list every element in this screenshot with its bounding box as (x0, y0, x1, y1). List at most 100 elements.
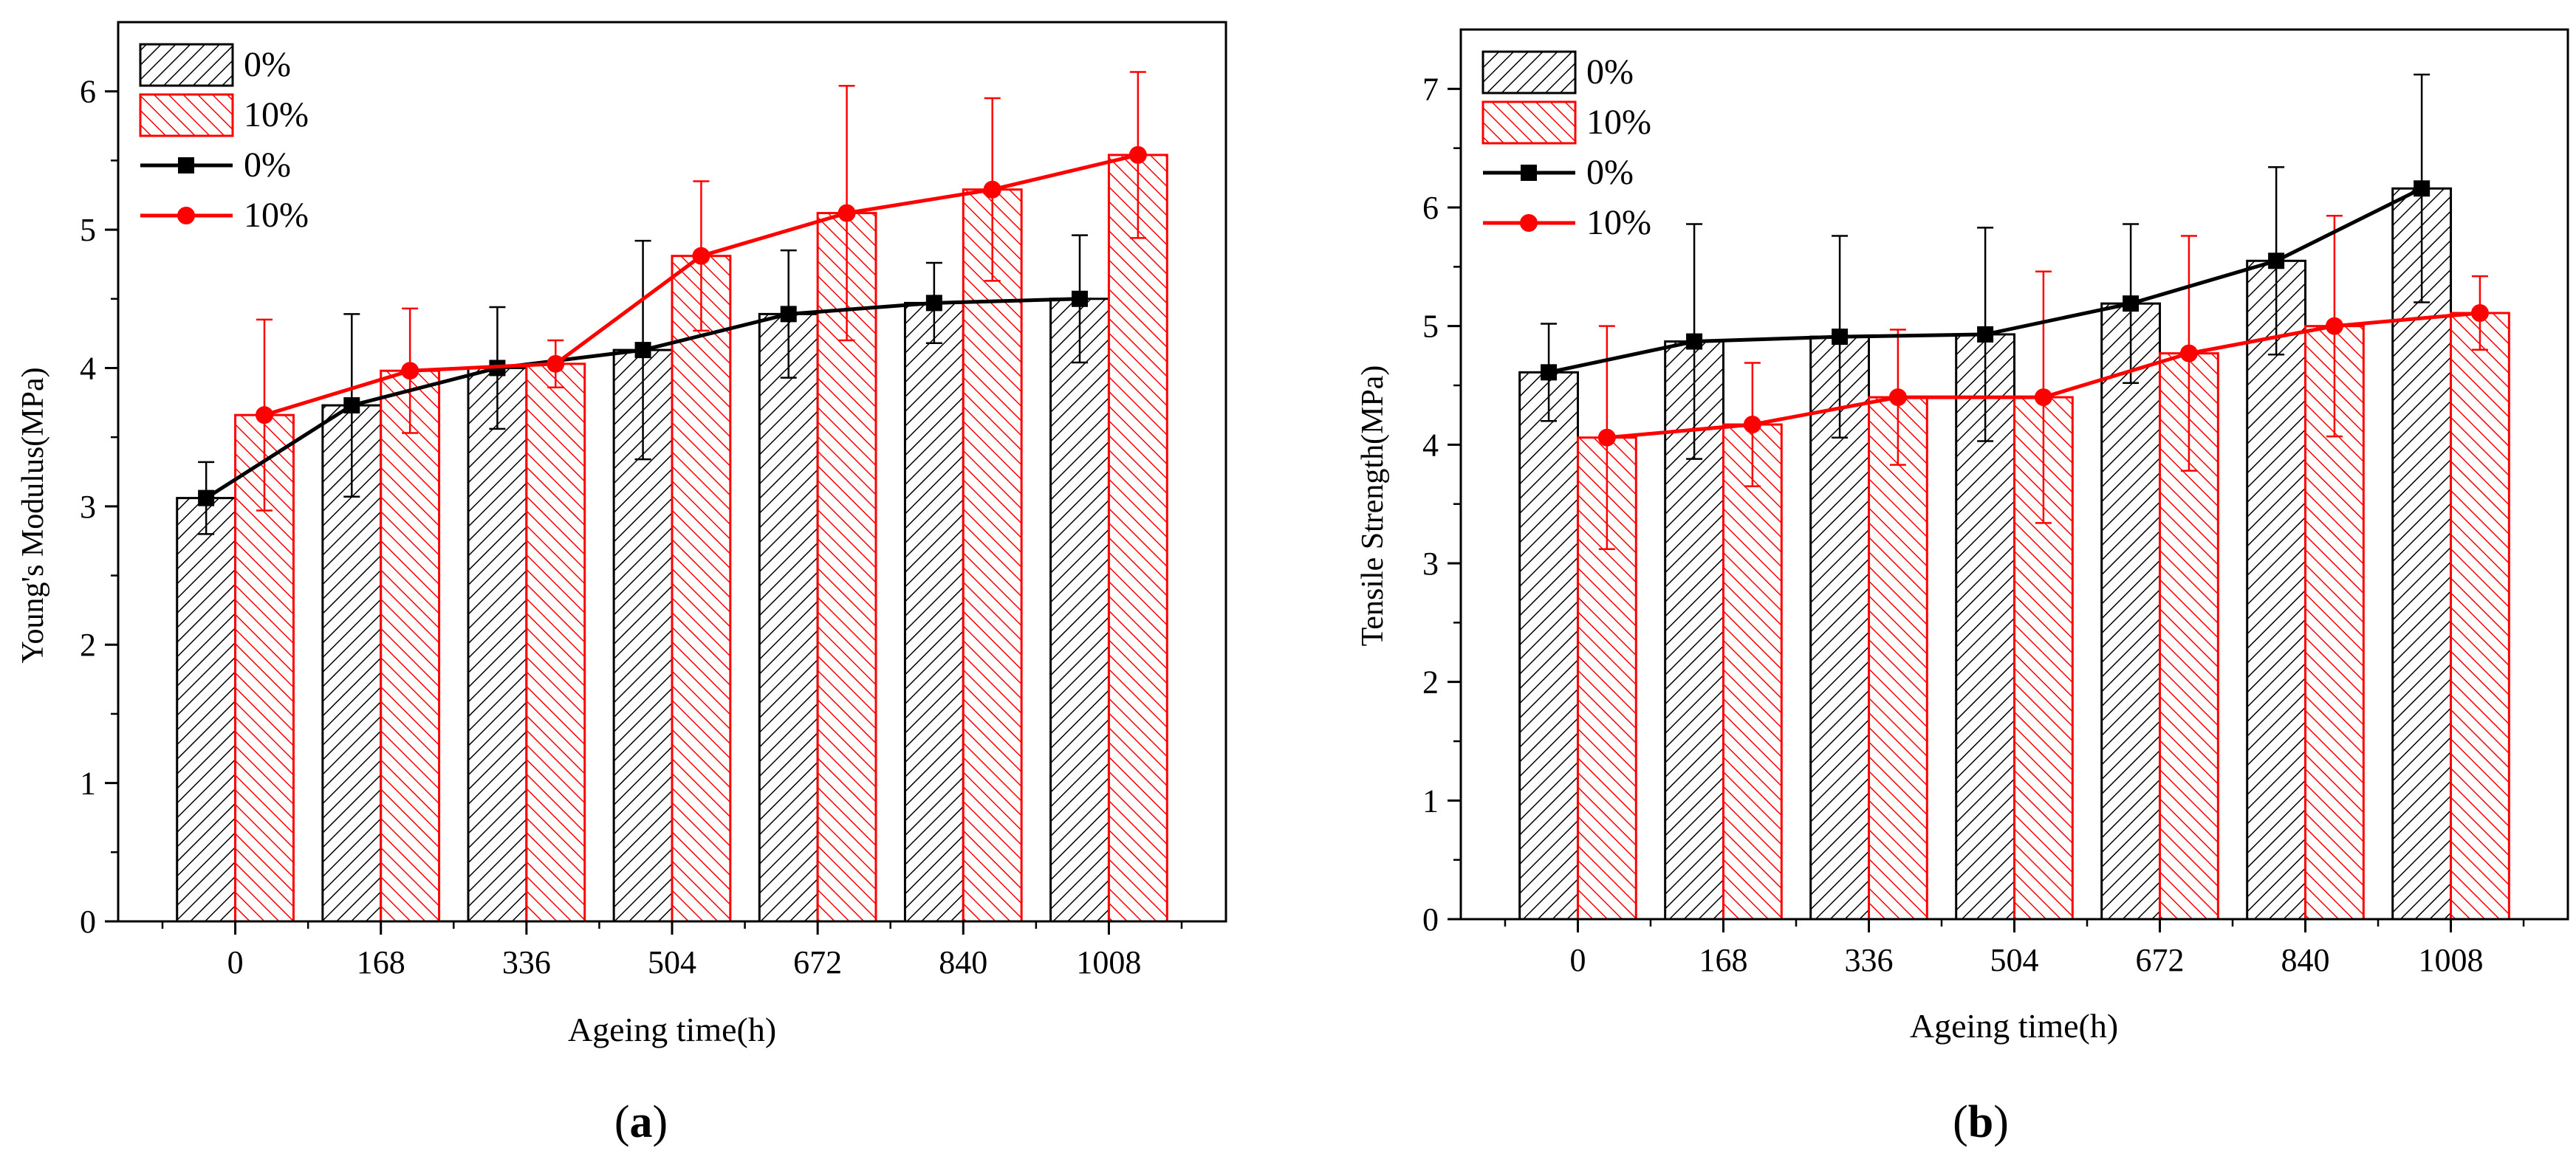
bar-b-s0-5 (2246, 259, 2307, 921)
bar-a-s1-3 (671, 255, 732, 923)
bar-a-s1-4 (816, 212, 877, 923)
marker-square-b-1 (1686, 333, 1703, 350)
y-tick-label-b-3: 3 (1422, 546, 1439, 582)
marker-square-b-2 (1832, 329, 1849, 346)
legend-label-a-1: 10% (244, 95, 309, 134)
legend-label-b-2: 0% (1586, 153, 1634, 192)
x-tick-label-b-0: 0 (1569, 942, 1586, 978)
marker-circle-a-3 (692, 247, 710, 265)
marker-square-a-0 (198, 489, 215, 506)
y-tick-label-a-2: 2 (80, 627, 96, 663)
legend-swatch-b-0 (1481, 50, 1577, 94)
bar-a-s1-1 (380, 369, 441, 923)
marker-circle-a-4 (837, 204, 856, 222)
legend-label-b-1: 10% (1586, 103, 1651, 142)
marker-square-b-3 (1977, 326, 1994, 343)
y-tick-label-b-4: 4 (1422, 427, 1439, 463)
panel-label-a: (a) (614, 1097, 668, 1147)
legend-label-b-0: 0% (1586, 52, 1634, 92)
bar-a-s0-0 (176, 497, 237, 923)
marker-circle-a-5 (983, 180, 1001, 199)
marker-circle-b-1 (1743, 416, 1761, 434)
x-tick-label-a-6: 1008 (1076, 944, 1141, 980)
bar-b-s0-0 (1518, 371, 1579, 921)
marker-circle-b-6 (2470, 303, 2489, 322)
marker-circle-b-5 (2325, 317, 2343, 335)
chart-panel-a: 0 1 2 3 4 5 6 0 168 336 504 672 840 1008 0% 10% 0% 10% Yo… (16, 21, 1227, 1147)
legend-label-a-3: 10% (244, 196, 309, 235)
chart-panel-b: 0 1 2 3 4 5 6 7 0 168 336 504 672 840 1008 0% 10% 0% 10% T… (1356, 28, 2569, 1147)
x-tick-label-b-3: 504 (1990, 942, 2039, 978)
panel-label-b: (b) (1953, 1097, 2009, 1147)
y-axis-title-a: Young's Modulus(MPa) (16, 367, 50, 663)
marker-square-a-3 (634, 342, 651, 359)
x-tick-label-b-2: 336 (1844, 942, 1893, 978)
x-tick-label-b-4: 672 (2136, 942, 2185, 978)
marker-circle-a-1 (401, 362, 419, 380)
y-tick-label-a-1: 1 (80, 766, 96, 802)
marker-circle-a-2 (547, 354, 565, 373)
marker-square-b-5 (2268, 252, 2285, 269)
y-tick-label-b-1: 1 (1422, 783, 1439, 819)
legend-marker-a-2 (178, 157, 194, 173)
marker-square-b-6 (2414, 180, 2431, 197)
bar-b-s0-6 (2391, 187, 2453, 921)
svg-text:(b): (b) (1953, 1097, 2009, 1147)
marker-square-a-5 (925, 295, 942, 312)
svg-text:(a): (a) (614, 1097, 668, 1147)
legend-marker-b-2 (1521, 165, 1537, 181)
legend-marker-b-3 (1520, 214, 1538, 232)
x-tick-label-a-5: 840 (939, 944, 987, 980)
legend-label-a-0: 0% (244, 45, 291, 84)
bar-b-s1-2 (1867, 396, 1928, 921)
bar-b-s0-4 (2100, 302, 2162, 921)
bar-a-s0-5 (903, 301, 965, 923)
x-axis-title-b: Ageing time(h) (1910, 1007, 2118, 1045)
marker-circle-a-6 (1128, 145, 1147, 164)
y-tick-label-b-7: 7 (1422, 71, 1439, 107)
y-axis-title-b: Tensile Strength(MPa) (1356, 365, 1390, 647)
y-tick-label-b-6: 6 (1422, 190, 1439, 226)
y-tick-label-a-5: 5 (80, 212, 96, 248)
y-tick-label-a-6: 6 (80, 74, 96, 110)
y-tick-label-b-5: 5 (1422, 309, 1439, 345)
x-tick-label-a-4: 672 (793, 944, 842, 980)
x-tick-label-b-5: 840 (2281, 942, 2330, 978)
bar-b-s1-1 (1722, 423, 1783, 921)
x-tick-label-a-2: 336 (502, 944, 551, 980)
y-tick-label-a-4: 4 (80, 350, 96, 386)
legend-marker-a-3 (177, 207, 195, 224)
x-tick-label-a-3: 504 (648, 944, 696, 980)
x-tick-label-a-1: 168 (357, 944, 405, 980)
marker-circle-b-4 (2179, 344, 2198, 362)
marker-square-a-1 (343, 397, 360, 414)
marker-circle-b-0 (1597, 428, 1616, 447)
legend-label-a-2: 0% (244, 145, 291, 185)
marker-circle-a-0 (256, 406, 273, 425)
legend-swatch-b-1 (1481, 100, 1577, 145)
x-axis-title-a: Ageing time(h) (568, 1011, 776, 1048)
marker-circle-b-2 (1888, 388, 1907, 407)
marker-square-b-4 (2123, 295, 2140, 312)
y-tick-label-a-0: 0 (80, 904, 96, 940)
bar-a-s0-4 (758, 312, 819, 923)
legend-swatch-a-0 (139, 43, 234, 87)
plot-area-a: 0 1 2 3 4 5 6 0 168 336 504 672 840 1008 0% 10% 0% 10% (80, 21, 1227, 980)
bar-a-s0-6 (1049, 298, 1110, 923)
x-tick-label-a-0: 0 (227, 944, 244, 980)
bar-b-s1-6 (2450, 312, 2510, 921)
marker-square-a-6 (1072, 290, 1088, 307)
x-tick-label-b-1: 168 (1699, 942, 1747, 978)
legend-swatch-a-1 (139, 93, 234, 137)
panel-letter-b: b (1968, 1097, 1993, 1147)
marker-circle-b-3 (2034, 388, 2052, 407)
bar-a-s1-2 (525, 362, 586, 923)
bar-a-s0-2 (467, 366, 528, 923)
x-tick-label-b-6: 1008 (2419, 942, 2484, 978)
legend-label-b-3: 10% (1586, 203, 1651, 242)
panel-letter-a: a (630, 1097, 653, 1147)
marker-square-a-4 (780, 306, 797, 323)
bar-a-s1-6 (1107, 154, 1168, 923)
plot-area-b: 0 1 2 3 4 5 6 7 0 168 336 504 672 840 1008 0% 10% 0% 10% (1422, 28, 2569, 978)
